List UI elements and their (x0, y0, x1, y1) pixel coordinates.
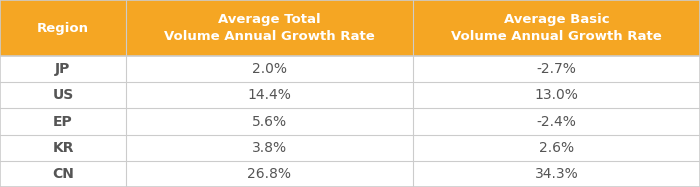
Bar (413, 135, 700, 161)
Text: EP: EP (53, 115, 73, 128)
Bar (413, 0, 700, 56)
Bar (0, 161, 126, 187)
Bar (126, 0, 413, 56)
Text: 14.4%: 14.4% (248, 88, 291, 102)
Text: CN: CN (52, 167, 74, 181)
Bar (126, 82, 413, 108)
Text: US: US (52, 88, 74, 102)
Text: 34.3%: 34.3% (535, 167, 578, 181)
Bar (413, 108, 700, 135)
Bar (413, 56, 700, 82)
Bar (0, 56, 126, 82)
Text: 5.6%: 5.6% (252, 115, 287, 128)
Bar (0, 108, 126, 135)
Bar (413, 82, 700, 108)
Text: 26.8%: 26.8% (248, 167, 291, 181)
Bar (0, 0, 126, 56)
Text: KR: KR (52, 141, 74, 155)
Text: 13.0%: 13.0% (535, 88, 578, 102)
Text: Region: Region (37, 22, 89, 35)
Bar (126, 56, 413, 82)
Bar (126, 108, 413, 135)
Text: -2.7%: -2.7% (537, 62, 576, 76)
Text: Average Total
Volume Annual Growth Rate: Average Total Volume Annual Growth Rate (164, 13, 375, 43)
Text: Average Basic
Volume Annual Growth Rate: Average Basic Volume Annual Growth Rate (451, 13, 662, 43)
Text: 3.8%: 3.8% (252, 141, 287, 155)
Bar (126, 135, 413, 161)
Bar (413, 161, 700, 187)
Bar (0, 135, 126, 161)
Text: 2.6%: 2.6% (539, 141, 574, 155)
Bar (0, 82, 126, 108)
Bar (126, 161, 413, 187)
Text: -2.4%: -2.4% (537, 115, 576, 128)
Text: 2.0%: 2.0% (252, 62, 287, 76)
Text: JP: JP (55, 62, 71, 76)
